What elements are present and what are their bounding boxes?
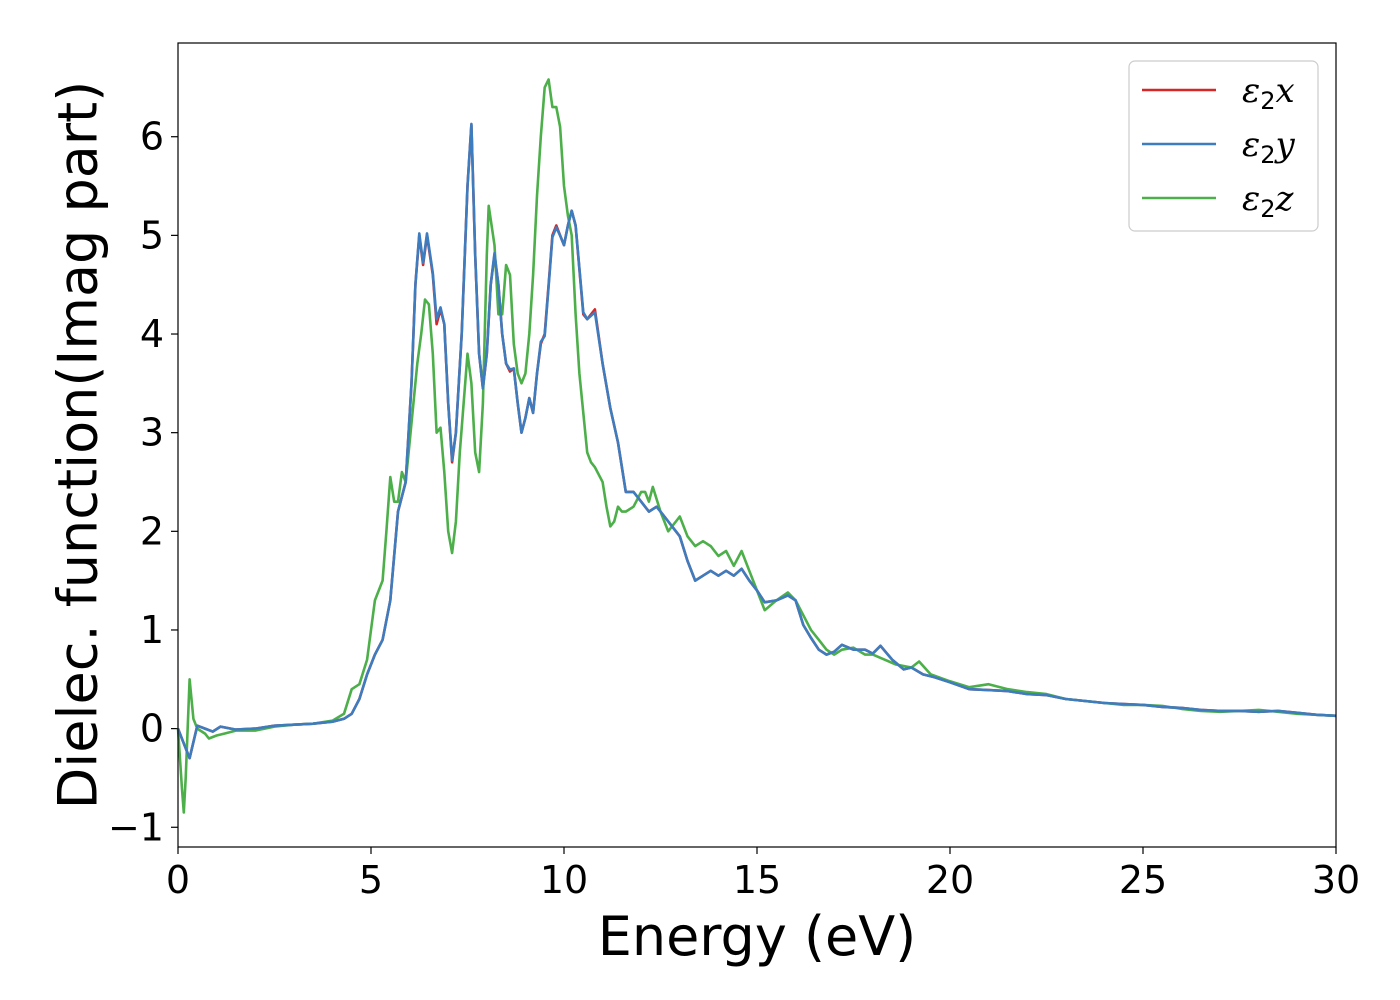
legend-label-x: ε2x xyxy=(1242,71,1295,115)
x-tick-label: 0 xyxy=(166,858,190,902)
y-tick-label: 6 xyxy=(140,115,164,159)
x-axis-label: Energy (eV) xyxy=(598,905,917,968)
legend: ε2x ε2y ε2z xyxy=(1128,60,1319,232)
series-lines xyxy=(176,78,1337,814)
legend-label-z: ε2z xyxy=(1242,179,1295,223)
x-tick-label: 30 xyxy=(1312,858,1360,902)
y-tick-label: 0 xyxy=(140,707,164,751)
y-tick-label: −1 xyxy=(108,805,164,849)
x-tick-label: 10 xyxy=(540,858,588,902)
y-tick-label: 1 xyxy=(140,608,164,652)
series-line-y xyxy=(176,122,1337,760)
x-tick-label: 25 xyxy=(1119,858,1167,902)
legend-label-y: ε2y xyxy=(1242,125,1296,169)
x-tick-label: 20 xyxy=(926,858,974,902)
x-tick-label: 15 xyxy=(733,858,781,902)
y-tick-label: 4 xyxy=(140,312,164,356)
series-line-z xyxy=(176,78,1337,814)
y-tick-label: 3 xyxy=(140,411,164,455)
legend-box xyxy=(1128,60,1319,232)
plot-frame xyxy=(177,42,1337,848)
y-tick-label: 2 xyxy=(140,509,164,553)
x-tick-label: 5 xyxy=(359,858,383,902)
y-tick-label: 5 xyxy=(140,213,164,257)
y-axis-label: Dielec. function(Imag part) xyxy=(47,81,110,810)
